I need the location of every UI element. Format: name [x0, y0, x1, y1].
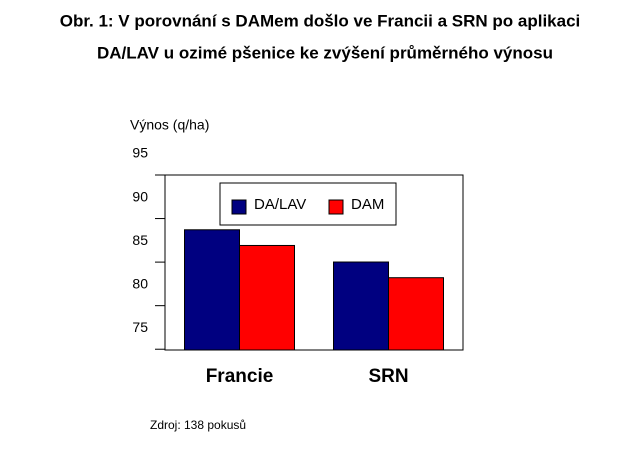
- source-note: Zdroj: 138 pokusů: [150, 418, 246, 432]
- legend-label: DA/LAV: [254, 196, 306, 213]
- bar: [239, 244, 295, 351]
- bar: [333, 261, 389, 351]
- legend-box: [219, 182, 397, 226]
- bar: [388, 277, 444, 351]
- y-axis-label: Výnos (q/ha): [130, 117, 209, 133]
- legend-swatch: [231, 199, 247, 215]
- chart-title: Obr. 1: V porovnání s DAMem došlo ve Fra…: [60, 11, 581, 30]
- x-tick-label: SRN: [368, 366, 408, 387]
- bar: [184, 229, 240, 351]
- y-tick-label: 85: [132, 232, 148, 248]
- x-tick-label: Francie: [206, 366, 274, 387]
- y-tick-label: 95: [132, 145, 148, 161]
- y-tick-label: 75: [132, 319, 148, 335]
- y-tick-label: 80: [132, 275, 148, 291]
- y-tick-label: 90: [132, 188, 148, 204]
- legend-swatch: [328, 199, 344, 215]
- legend-label: DAM: [351, 196, 384, 213]
- chart-title: DA/LAV u ozimé pšenice ke zvýšení průměr…: [97, 43, 553, 62]
